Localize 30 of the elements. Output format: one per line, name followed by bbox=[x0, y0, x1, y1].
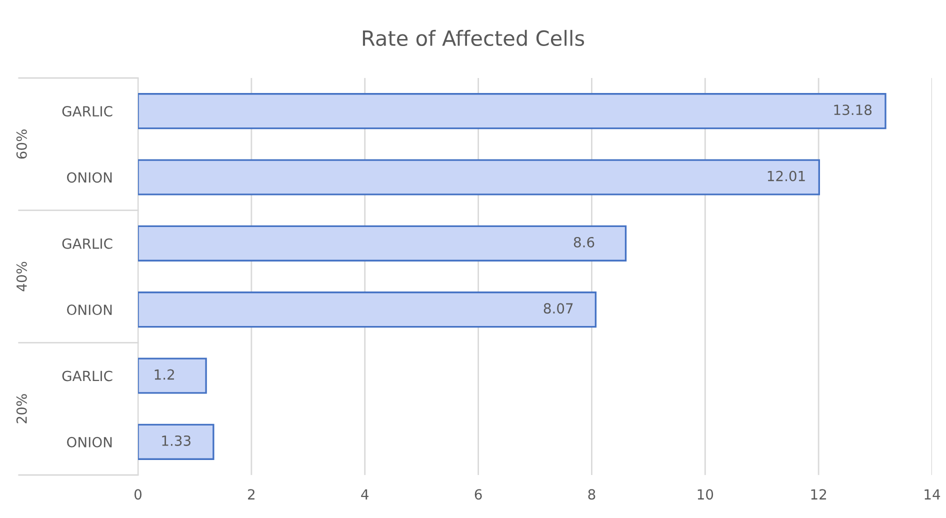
data-label: 8.6 bbox=[574, 236, 594, 248]
data-label: 13.18 bbox=[834, 104, 872, 116]
data-label: 1.2 bbox=[154, 369, 174, 380]
x-tick-label: 12 bbox=[811, 489, 826, 500]
y-tick-label: GARLIC bbox=[62, 238, 112, 249]
bar bbox=[138, 292, 597, 328]
data-label: 8.07 bbox=[544, 303, 573, 314]
text: 40% bbox=[16, 262, 27, 292]
bar bbox=[138, 159, 820, 196]
y-tick-label: GARLIC bbox=[62, 370, 112, 382]
x-tick-label: 14 bbox=[924, 489, 940, 500]
x-tick-label: 10 bbox=[698, 489, 714, 500]
x-tick-label: 4 bbox=[361, 489, 368, 500]
x-tick-label: 2 bbox=[248, 489, 254, 500]
bar bbox=[138, 225, 627, 262]
text: 60% bbox=[16, 130, 27, 159]
x-tick-label: 6 bbox=[474, 489, 482, 500]
bar bbox=[138, 424, 214, 460]
text: 20% bbox=[16, 394, 27, 424]
bar bbox=[138, 93, 886, 130]
data-label: 1.33 bbox=[162, 435, 190, 446]
bar bbox=[138, 358, 207, 394]
x-tick-label: 0 bbox=[134, 489, 142, 500]
y-tick-label: GARLIC bbox=[62, 106, 112, 117]
data-label: 12.01 bbox=[768, 170, 805, 182]
y-tick-label: ONION bbox=[67, 304, 112, 316]
y-tick-label: ONION bbox=[67, 436, 112, 448]
y-tick-label: ONION bbox=[67, 172, 112, 183]
x-tick-label: 8 bbox=[588, 489, 596, 500]
chart-title: Rate of Affected Cells bbox=[362, 30, 584, 46]
